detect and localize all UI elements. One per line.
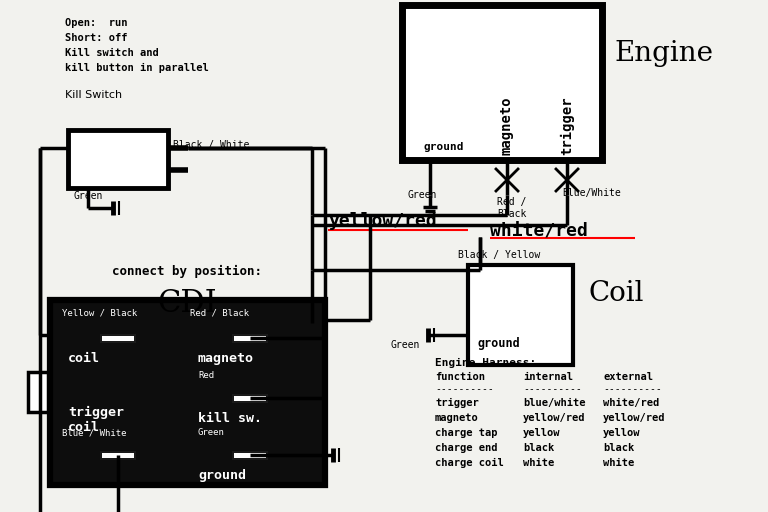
Text: Short: off: Short: off [65, 33, 127, 43]
Text: Black / Yellow: Black / Yellow [458, 250, 540, 260]
Text: ----------: ---------- [435, 384, 494, 394]
Text: trigger
coil: trigger coil [68, 406, 124, 434]
Text: Kill Switch: Kill Switch [65, 90, 122, 100]
FancyBboxPatch shape [232, 394, 268, 403]
Text: ----------: ---------- [523, 384, 581, 394]
Text: internal: internal [523, 372, 573, 382]
FancyBboxPatch shape [100, 334, 136, 343]
Text: Red / Black: Red / Black [190, 308, 249, 317]
Text: yellow/red: yellow/red [603, 413, 666, 423]
Text: black: black [523, 443, 554, 453]
Text: magneto: magneto [500, 96, 514, 155]
FancyBboxPatch shape [468, 265, 573, 365]
Text: external: external [603, 372, 653, 382]
Text: yellow: yellow [603, 428, 641, 438]
Text: Engine Harness:: Engine Harness: [435, 358, 536, 368]
Text: Coil: Coil [588, 280, 644, 307]
Text: Open:  run: Open: run [65, 18, 127, 28]
Text: Green: Green [73, 191, 102, 201]
FancyBboxPatch shape [100, 451, 136, 460]
Text: yellow/red: yellow/red [523, 413, 585, 423]
Text: Yellow / Black: Yellow / Black [62, 308, 137, 317]
Text: white: white [523, 458, 554, 468]
Text: Kill switch and: Kill switch and [65, 48, 159, 58]
Text: connect by position:: connect by position: [112, 265, 262, 278]
Text: white/red: white/red [603, 398, 659, 408]
Text: kill button in parallel: kill button in parallel [65, 63, 209, 73]
FancyBboxPatch shape [232, 451, 268, 460]
Text: charge coil: charge coil [435, 458, 504, 468]
FancyBboxPatch shape [402, 5, 602, 160]
Text: Green: Green [198, 428, 225, 437]
FancyBboxPatch shape [234, 453, 266, 458]
Text: charge end: charge end [435, 443, 498, 453]
Text: function: function [435, 372, 485, 382]
FancyBboxPatch shape [234, 336, 266, 341]
Text: white/red: white/red [490, 222, 588, 240]
FancyBboxPatch shape [232, 334, 268, 343]
Text: Blue / White: Blue / White [62, 428, 127, 437]
Text: CDI: CDI [157, 288, 217, 319]
Text: Blue/White: Blue/White [562, 188, 621, 198]
Text: trigger: trigger [560, 96, 574, 155]
Text: yellow: yellow [523, 428, 561, 438]
Text: yellow/red: yellow/red [328, 212, 437, 230]
Text: blue/white: blue/white [523, 398, 585, 408]
Text: charge tap: charge tap [435, 428, 498, 438]
FancyBboxPatch shape [234, 396, 266, 401]
Text: magneto: magneto [198, 352, 254, 365]
Text: Black / White: Black / White [173, 140, 250, 150]
Text: ground: ground [198, 469, 246, 482]
Text: ----------: ---------- [603, 384, 662, 394]
Text: trigger: trigger [435, 398, 478, 408]
Text: Red: Red [198, 371, 214, 380]
Text: coil: coil [68, 352, 100, 365]
Text: magneto: magneto [435, 413, 478, 423]
FancyBboxPatch shape [102, 336, 134, 341]
Text: Green: Green [391, 340, 420, 350]
Text: ground: ground [424, 142, 465, 152]
FancyBboxPatch shape [28, 372, 48, 412]
FancyBboxPatch shape [68, 130, 168, 188]
FancyBboxPatch shape [50, 300, 325, 485]
Text: Engine: Engine [614, 40, 713, 67]
Text: black: black [603, 443, 634, 453]
Text: Green: Green [407, 190, 436, 200]
Text: white: white [603, 458, 634, 468]
Text: kill sw.: kill sw. [198, 412, 262, 425]
FancyBboxPatch shape [102, 453, 134, 458]
Text: ground: ground [478, 337, 521, 350]
Text: Red /
Black: Red / Black [497, 197, 526, 219]
